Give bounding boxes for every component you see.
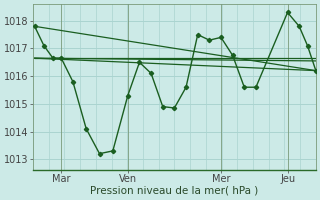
X-axis label: Pression niveau de la mer( hPa ): Pression niveau de la mer( hPa ) [90, 186, 259, 196]
